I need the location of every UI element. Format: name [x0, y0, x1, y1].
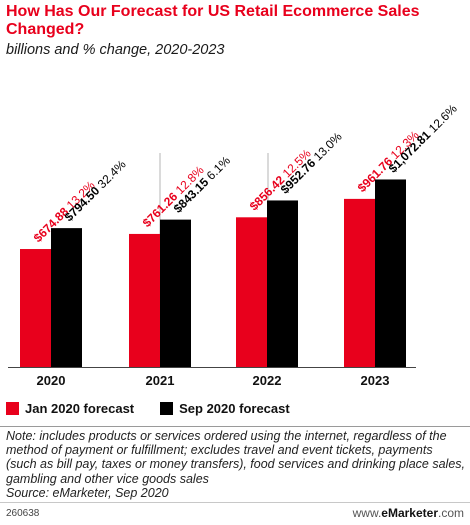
legend: Jan 2020 forecast Sep 2020 forecast: [6, 398, 316, 418]
x-tick-label: 2023: [361, 373, 390, 388]
note-text: Note: includes products or services orde…: [6, 429, 466, 486]
bar-jan: [236, 217, 267, 367]
emarketer-logo: www.eMarketer.com: [353, 506, 464, 520]
footer-divider: [0, 502, 470, 503]
value-label-sep: $794.50 32.4%: [62, 157, 129, 224]
source-text: Source: eMarketer, Sep 2020: [6, 485, 169, 500]
legend-swatch-jan: [6, 401, 19, 415]
chart-note: Note: includes products or services orde…: [6, 429, 466, 500]
bar-jan: [344, 198, 375, 367]
brand-name: eMarketer: [381, 506, 438, 520]
bar-sep: [267, 200, 298, 367]
x-tick-label: 2022: [253, 373, 282, 388]
legend-label-jan: Jan 2020 forecast: [25, 400, 135, 416]
chart-subtitle: billions and % change, 2020-2023: [6, 42, 225, 58]
bar-jan: [129, 233, 160, 367]
legend-label-sep: Sep 2020 forecast: [179, 400, 290, 416]
chart-title: How Has Our Forecast for US Retail Ecomm…: [6, 3, 420, 38]
bar-chart: $674.88 13.2%$794.50 32.4%2020$761.26 12…: [8, 101, 460, 388]
bar-sep: [160, 219, 191, 367]
chart-id: 260638: [6, 508, 40, 519]
divider: [0, 426, 470, 427]
legend-swatch-sep: [160, 401, 174, 415]
bar-sep: [375, 179, 406, 367]
brand-suffix: .com: [437, 506, 464, 520]
x-tick-label: 2020: [37, 373, 66, 388]
brand-prefix: www.: [352, 506, 382, 520]
value-label-sep: $1,072.81 12.6%: [386, 101, 460, 175]
legend-item-jan: Jan 2020 forecast: [6, 401, 134, 416]
x-tick-label: 2021: [146, 373, 175, 388]
bar-jan: [20, 249, 51, 367]
bar-sep: [51, 228, 82, 367]
legend-item-sep: Sep 2020 forecast: [160, 401, 290, 416]
